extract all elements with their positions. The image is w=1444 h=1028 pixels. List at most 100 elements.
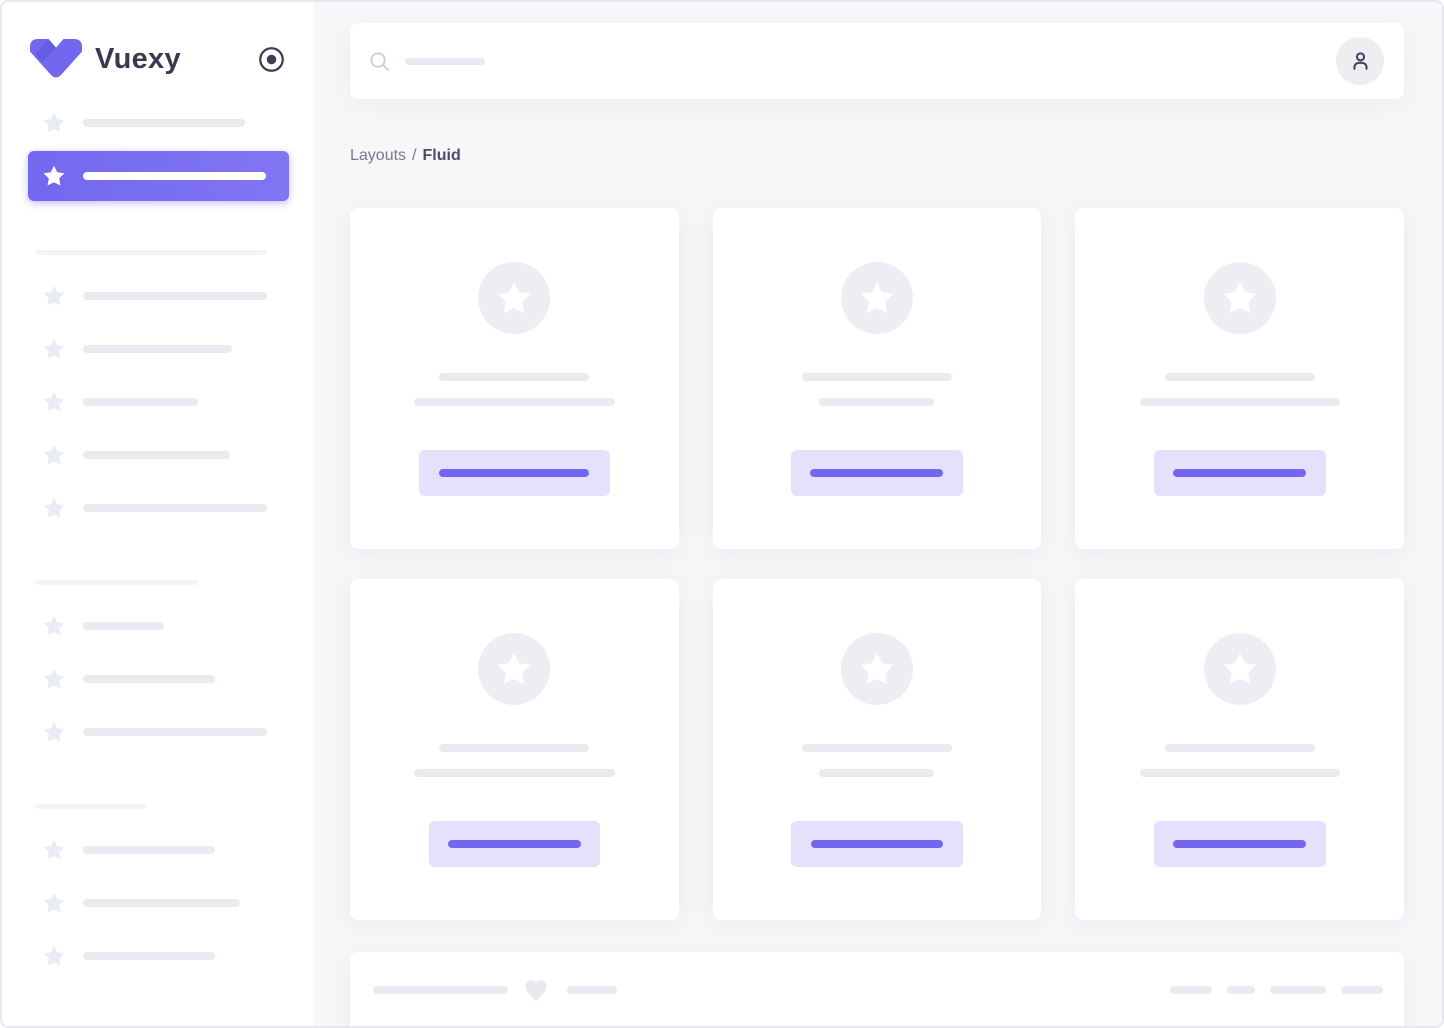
card-action-button[interactable] (790, 450, 963, 496)
search-bar[interactable] (350, 23, 1404, 99)
card-action-button[interactable] (1153, 450, 1326, 496)
card-skeleton-line (1139, 398, 1340, 406)
person-icon (1352, 51, 1368, 70)
footer-link-skeleton (1270, 986, 1326, 994)
menu-item-skeleton-bar (83, 172, 266, 180)
card (1075, 579, 1404, 920)
star-icon (43, 615, 65, 636)
footer-link-skeleton (1170, 986, 1212, 994)
heart-icon (525, 979, 547, 1002)
menu-item-skeleton-bar (83, 675, 215, 683)
card-avatar-circle (478, 633, 551, 705)
button-label-skeleton (447, 840, 581, 848)
card-avatar-circle (478, 262, 551, 334)
sidebar-item-active[interactable] (28, 151, 289, 201)
button-label-skeleton (1173, 469, 1307, 477)
menu-item-skeleton-bar (83, 728, 267, 736)
button-label-skeleton (810, 840, 943, 848)
menu-item-skeleton-bar (83, 952, 215, 960)
sidebar-item[interactable] (42, 720, 289, 744)
star-icon (43, 497, 65, 518)
star-icon (860, 652, 894, 685)
sidebar-menu (2, 80, 313, 968)
footer-skeleton-bar (373, 986, 508, 994)
card-skeleton-line (413, 398, 615, 406)
card-action-button[interactable] (428, 821, 600, 867)
sidebar-item[interactable] (42, 614, 289, 638)
search-placeholder-skeleton (405, 57, 485, 65)
breadcrumb-section[interactable]: Layouts (350, 147, 407, 164)
card (1075, 208, 1404, 549)
star-icon (1223, 652, 1257, 685)
star-icon (860, 281, 894, 314)
brand-name: Vuexy (95, 42, 181, 75)
sidebar-item[interactable] (42, 838, 289, 862)
star-icon (497, 281, 531, 314)
star-icon (43, 391, 65, 412)
card-skeleton-line (1164, 744, 1315, 752)
star-icon (1223, 281, 1257, 314)
menu-item-skeleton-bar (83, 292, 267, 300)
card-skeleton-line (439, 373, 590, 381)
star-icon (497, 652, 531, 685)
main-content: Layouts / Fluid (313, 23, 1442, 1026)
sidebar-item[interactable] (42, 443, 289, 467)
star-icon (43, 444, 65, 465)
button-label-skeleton (810, 469, 944, 477)
card-avatar-circle (1203, 262, 1276, 334)
card-action-button[interactable] (790, 821, 963, 867)
sidebar-item[interactable] (42, 390, 289, 414)
star-icon (43, 668, 65, 689)
star-icon (43, 338, 65, 359)
button-label-skeleton (439, 469, 590, 477)
card-skeleton-line (439, 744, 590, 752)
footer-skeleton-bar (567, 986, 617, 994)
sidebar-item[interactable] (42, 284, 289, 308)
menu-item-skeleton-bar (83, 451, 230, 459)
menu-item-skeleton-bar (83, 846, 215, 854)
card (712, 208, 1042, 549)
cards-grid (350, 208, 1404, 920)
footer-link-skeleton (1227, 986, 1255, 994)
card (712, 579, 1042, 920)
card-avatar-circle (840, 633, 913, 705)
sidebar-section-divider (35, 804, 146, 809)
menu-item-skeleton-bar (83, 398, 198, 406)
menu-item-skeleton-bar (83, 504, 267, 512)
user-avatar-button[interactable] (1336, 37, 1384, 85)
card-skeleton-line (801, 744, 952, 752)
card-action-button[interactable] (418, 450, 610, 496)
sidebar-item[interactable] (42, 891, 289, 915)
card-action-button[interactable] (1153, 821, 1326, 867)
footer-links (1170, 986, 1383, 994)
star-icon (43, 892, 65, 913)
star-icon (43, 112, 65, 133)
sidebar-section-divider (35, 580, 198, 585)
sidebar-item[interactable] (42, 496, 289, 520)
card-skeleton-line (819, 398, 935, 406)
card (350, 579, 679, 920)
sidebar-item[interactable] (42, 944, 289, 968)
card-skeleton-line (801, 373, 952, 381)
sidebar-header: Vuexy (2, 2, 313, 80)
star-icon (43, 839, 65, 860)
breadcrumb-current: Fluid (422, 147, 461, 164)
menu-item-skeleton-bar (83, 899, 240, 907)
radio-circle-icon[interactable] (258, 46, 285, 73)
card-avatar-circle (1203, 633, 1276, 705)
menu-item-skeleton-bar (83, 622, 164, 630)
card-skeleton-line (413, 769, 615, 777)
sidebar-item[interactable] (42, 337, 289, 361)
sidebar-item[interactable] (42, 111, 289, 135)
star-icon (43, 721, 65, 742)
search-icon (370, 51, 390, 71)
card (350, 208, 679, 549)
card-skeleton-line (819, 769, 935, 777)
vuexy-logo (30, 39, 82, 78)
sidebar-item[interactable] (42, 667, 289, 691)
menu-item-skeleton-bar (83, 119, 245, 127)
button-label-skeleton (1173, 840, 1307, 848)
sidebar: Vuexy (2, 2, 313, 1026)
star-icon (43, 285, 65, 306)
